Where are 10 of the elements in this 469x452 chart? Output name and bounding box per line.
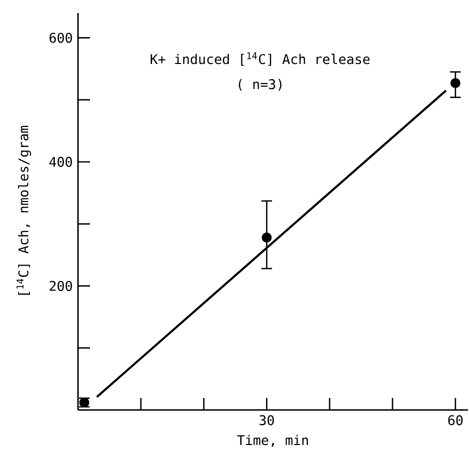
text: ( n=3) — [238, 78, 282, 91]
y-tick-label: 200 — [50, 280, 72, 291]
point — [262, 232, 272, 243]
y-tick-label: 400 — [49, 156, 72, 167]
x-tick-label: 60 — [448, 415, 463, 426]
x-tick-label: 30 — [260, 415, 274, 426]
x-axis-title: Time, min — [237, 434, 308, 447]
y-tick-label: 600 — [50, 32, 72, 43]
text: K+ induced [$^{14}$C] Ach release — [150, 52, 370, 66]
y-axis-title: [$^{14}$C] Ach, nmoles/gram — [16, 126, 32, 295]
